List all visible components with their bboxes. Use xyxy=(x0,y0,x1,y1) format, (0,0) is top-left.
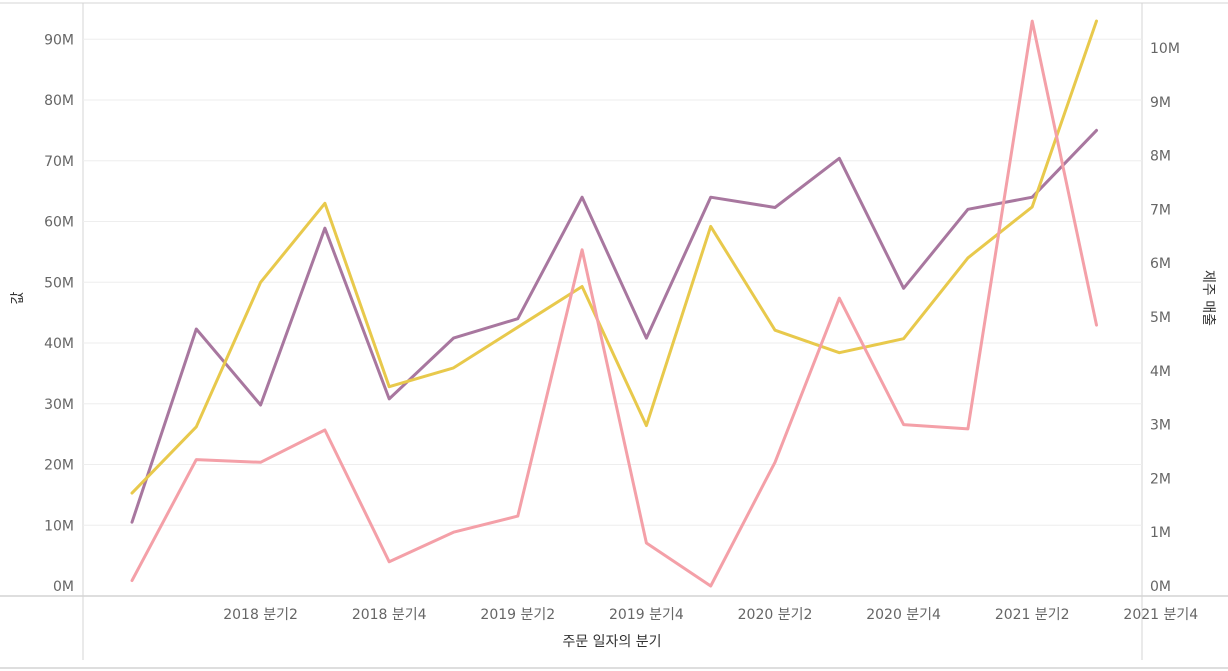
x-tick-label: 2018 분기4 xyxy=(352,607,427,623)
series-line-1 xyxy=(130,128,1098,524)
right-tick-label: 9M xyxy=(1150,95,1171,111)
left-tick-label: 80M xyxy=(44,93,74,109)
series-line-2 xyxy=(130,19,1098,495)
left-tick-label: 60M xyxy=(44,215,74,231)
x-tick-label: 2019 분기2 xyxy=(480,607,555,623)
left-tick-label: 30M xyxy=(44,397,74,413)
right-tick-label: 1M xyxy=(1150,525,1171,541)
right-tick-label: 10M xyxy=(1150,41,1180,57)
grid-lines xyxy=(83,38,1142,526)
x-tick-label: 2019 분기4 xyxy=(609,607,684,623)
right-tick-label: 4M xyxy=(1150,364,1171,380)
x-tick-label: 2021 분기2 xyxy=(995,607,1070,623)
left-tick-label: 20M xyxy=(44,458,74,474)
left-tick-label: 0M xyxy=(53,579,74,595)
right-tick-label: 0M xyxy=(1150,579,1171,595)
series-line-3 xyxy=(130,19,1098,588)
right-axis-ticks: 0M 1M 2M 3M 4M 5M 6M 7M 8M 9M 10M 11M xyxy=(1150,0,1180,595)
x-axis-ticks: 2018 분기2 2018 분기4 2019 분기2 2019 분기4 2020 분기2… xyxy=(223,607,1198,623)
series-lines xyxy=(130,19,1098,588)
right-tick-label: 8M xyxy=(1150,149,1171,165)
left-tick-label: 90M xyxy=(44,32,74,48)
left-tick-label: 40M xyxy=(44,336,74,352)
right-axis-title: 제주 매출 xyxy=(1200,270,1216,326)
right-tick-label: 7M xyxy=(1150,202,1171,218)
left-axis-ticks: 0M 10M 20M 30M 40M 50M 60M 70M 80M 90M xyxy=(44,32,74,595)
left-tick-label: 70M xyxy=(44,154,74,170)
right-tick-label: 11M xyxy=(1150,0,1180,3)
right-tick-label: 3M xyxy=(1150,418,1171,434)
right-tick-label: 6M xyxy=(1150,256,1171,272)
x-tick-label: 2020 분기2 xyxy=(738,607,813,623)
left-axis-title: 값 xyxy=(10,291,26,304)
left-tick-label: 50M xyxy=(44,275,74,291)
x-axis-title: 주문 일자의 분기 xyxy=(562,634,661,650)
right-tick-label: 2M xyxy=(1150,471,1171,487)
x-tick-label: 2018 분기2 xyxy=(223,607,298,623)
right-tick-label: 5M xyxy=(1150,310,1171,326)
x-tick-label: 2020 분기4 xyxy=(866,607,941,623)
x-tick-label: 2021 분기4 xyxy=(1123,607,1198,623)
left-tick-label: 10M xyxy=(44,518,74,534)
